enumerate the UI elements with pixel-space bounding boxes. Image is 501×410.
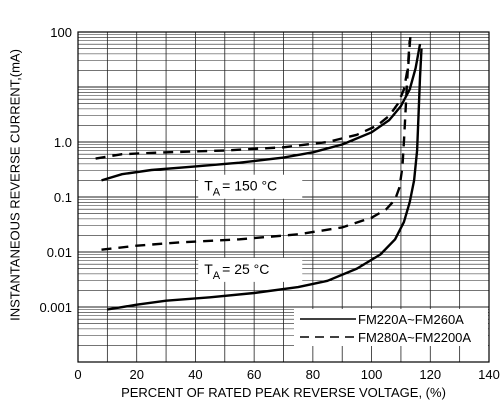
- legend-label-2: FM280A~FM2200A: [358, 330, 471, 345]
- chart-legend: FM220A~FM260A FM280A~FM2200A: [294, 309, 488, 346]
- y-tick-label: 1.0: [54, 135, 72, 150]
- plot-frame: [77, 31, 490, 363]
- series-line-2: [95, 37, 412, 160]
- annotation-label-2: TA = 25 °C: [204, 261, 269, 282]
- legend-background: [294, 309, 488, 346]
- x-tick-label: 120: [419, 367, 441, 382]
- y-tick-label: 0.01: [47, 245, 72, 260]
- x-tick-label: 40: [188, 367, 202, 382]
- y-tick-label: 0.1: [54, 190, 72, 205]
- axis-ticks: 0 20 40 60 80 100 120 140 0.001 0.01 0.1 1.0 100: [39, 25, 499, 382]
- series-line-1: [101, 43, 422, 182]
- y-tick-label: 0.001: [39, 300, 72, 315]
- series-line-4: [101, 40, 411, 251]
- x-tick-label: 140: [478, 367, 500, 382]
- x-tick-label: 60: [247, 367, 261, 382]
- series-line-3: [107, 48, 423, 311]
- x-tick-label: 80: [306, 367, 320, 382]
- chart-series: [95, 37, 423, 311]
- x-tick-label: 100: [361, 367, 383, 382]
- x-axis-label: PERCENT OF RATED PEAK REVERSE VOLTAGE, (…: [121, 385, 446, 400]
- chart-annotations: TA = 150 °C TA = 25 °C: [198, 174, 303, 282]
- x-tick-label: 20: [129, 367, 143, 382]
- annotation-background: [198, 174, 303, 199]
- annotation-label-1: TA = 150 °C: [204, 178, 277, 199]
- x-tick-label: 0: [74, 367, 81, 382]
- y-tick-label: 100: [50, 25, 72, 40]
- legend-label-1: FM220A~FM260A: [358, 312, 464, 327]
- y-axis-label: INSTANTANEOUS REVERSE CURRENT,(mA): [7, 49, 22, 321]
- annotation-background: [198, 257, 303, 282]
